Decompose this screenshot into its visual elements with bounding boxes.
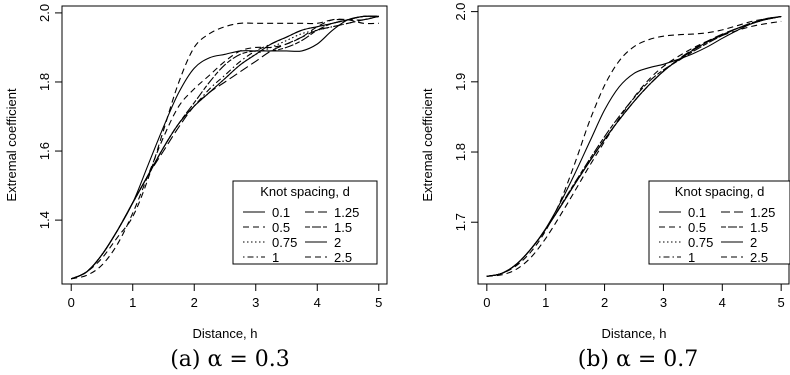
x-tick-label: 5 <box>375 295 382 310</box>
y-tick-label: 1.7 <box>453 213 468 231</box>
y-tick-label: 1.6 <box>37 142 52 160</box>
legend-box <box>232 180 378 265</box>
x-tick-label: 1 <box>129 295 136 310</box>
series-line-2 <box>70 15 379 280</box>
legend-label: 1 <box>272 250 279 265</box>
x-tick-label: 2 <box>601 295 608 310</box>
legend-label: 0.5 <box>688 220 706 235</box>
legend-label: 0.1 <box>688 205 706 220</box>
x-tick-label: 3 <box>660 295 667 310</box>
series-line-0-5 <box>70 15 379 280</box>
legend: Knot spacing, d 0.10.50.751 1.251.522.5 <box>232 180 378 265</box>
legend-label: 2.5 <box>750 250 768 265</box>
y-axis-title: Extremal coefficient <box>420 88 435 202</box>
x-tick-label: 0 <box>68 295 75 310</box>
legend-label: 2.5 <box>334 250 352 265</box>
series-line-2 <box>486 15 782 277</box>
panel-caption: (b) α = 0.7 <box>578 347 699 372</box>
series-line-1-25 <box>70 15 379 280</box>
legend-title: Knot spacing, d <box>260 184 350 199</box>
y-tick-label: 2.0 <box>453 3 468 21</box>
plot-frame <box>477 5 790 285</box>
legend-label: 0.75 <box>272 235 297 250</box>
y-tick-label: 1.4 <box>37 211 52 229</box>
x-axis-title: Distance, h <box>601 326 666 341</box>
legend-label: 0.1 <box>272 205 290 220</box>
x-tick-label: 0 <box>483 295 490 310</box>
legend: Knot spacing, d 0.10.50.751 1.251.522.5 <box>648 180 790 265</box>
y-axis-title: Extremal coefficient <box>4 88 19 202</box>
x-axis-title: Distance, h <box>192 326 257 341</box>
x-tick-label: 2 <box>191 295 198 310</box>
y-tick-label: 1.8 <box>453 143 468 161</box>
chart-panel-b: 0 1 2 3 4 5 1.7 1.8 1.9 2.0 Distance, h Extremal co… <box>420 3 790 372</box>
x-tick-label: 4 <box>719 295 726 310</box>
y-tick-label: 1.9 <box>453 73 468 91</box>
y-tick-label: 2.0 <box>37 4 52 22</box>
legend-title: Knot spacing, d <box>675 184 765 199</box>
x-tick-label: 3 <box>252 295 259 310</box>
legend-label: 2 <box>334 235 341 250</box>
legend-label: 1.5 <box>750 220 768 235</box>
legend-label: 1 <box>688 250 695 265</box>
legend-label: 0.5 <box>272 220 290 235</box>
legend-label: 1.25 <box>334 205 359 220</box>
plot-frame <box>61 5 388 285</box>
y-tick-label: 1.8 <box>37 73 52 91</box>
legend-label: 2 <box>750 235 757 250</box>
x-tick-label: 5 <box>778 295 785 310</box>
legend-box <box>648 180 790 265</box>
series-line-1-5 <box>70 15 379 280</box>
series-line-0-5 <box>486 15 782 277</box>
series-line-2-5 <box>486 20 782 277</box>
panel-caption: (a) α = 0.3 <box>170 347 290 372</box>
series-line-1-5 <box>486 15 782 277</box>
legend-label: 1.25 <box>750 205 775 220</box>
legend-label: 0.75 <box>688 235 713 250</box>
legend-label: 1.5 <box>334 220 352 235</box>
chart-panel-a: 0 1 2 3 4 5 1.4 1.6 1.8 2.0 Distance, h Extremal co… <box>4 4 388 372</box>
x-tick-label: 4 <box>314 295 321 310</box>
x-tick-label: 1 <box>542 295 549 310</box>
